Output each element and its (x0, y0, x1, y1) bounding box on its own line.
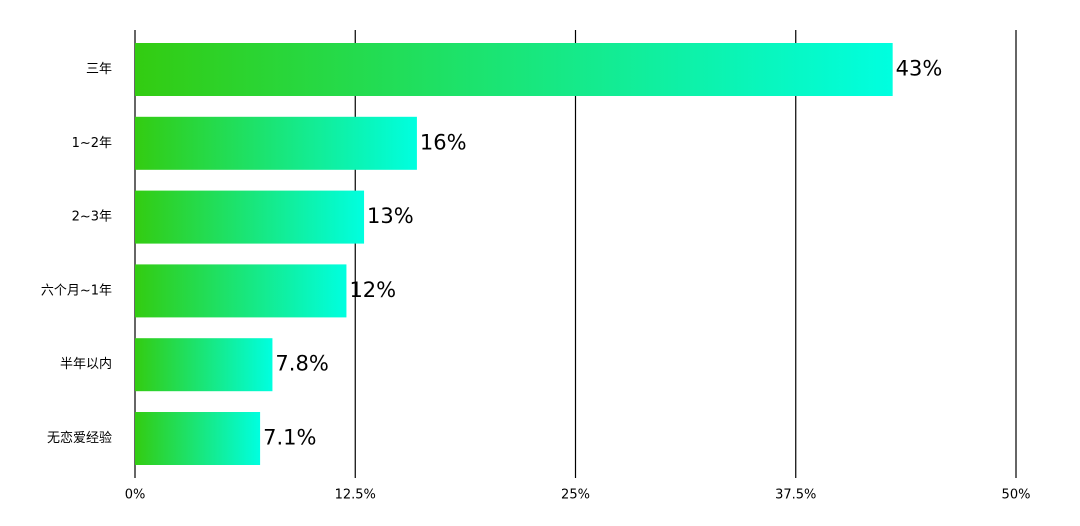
y-tick-label: 无恋爱经验 (47, 430, 112, 446)
y-tick-label: 2~3年 (72, 210, 112, 225)
bar (135, 116, 417, 170)
x-tick-label: 25% (561, 488, 590, 503)
y-tick-label: 1~2年 (72, 136, 112, 151)
value-label: 43% (896, 57, 943, 81)
value-label: 7.8% (275, 352, 328, 376)
value-label: 13% (367, 204, 414, 228)
x-tick-label: 37.5% (775, 488, 816, 503)
bar (135, 338, 273, 392)
bar (135, 190, 365, 244)
y-tick-label: 半年以内 (60, 356, 112, 372)
value-label: 16% (420, 130, 467, 154)
value-label: 12% (349, 278, 396, 302)
bar (135, 264, 347, 318)
y-tick-label: 三年 (86, 62, 112, 77)
y-tick-label: 六个月~1年 (41, 283, 112, 298)
bar (135, 412, 261, 465)
bar (135, 43, 893, 96)
x-tick-label: 12.5% (335, 488, 376, 503)
x-tick-label: 50% (1002, 488, 1031, 503)
x-tick-label: 0% (125, 488, 146, 503)
value-label: 7.1% (263, 426, 316, 450)
